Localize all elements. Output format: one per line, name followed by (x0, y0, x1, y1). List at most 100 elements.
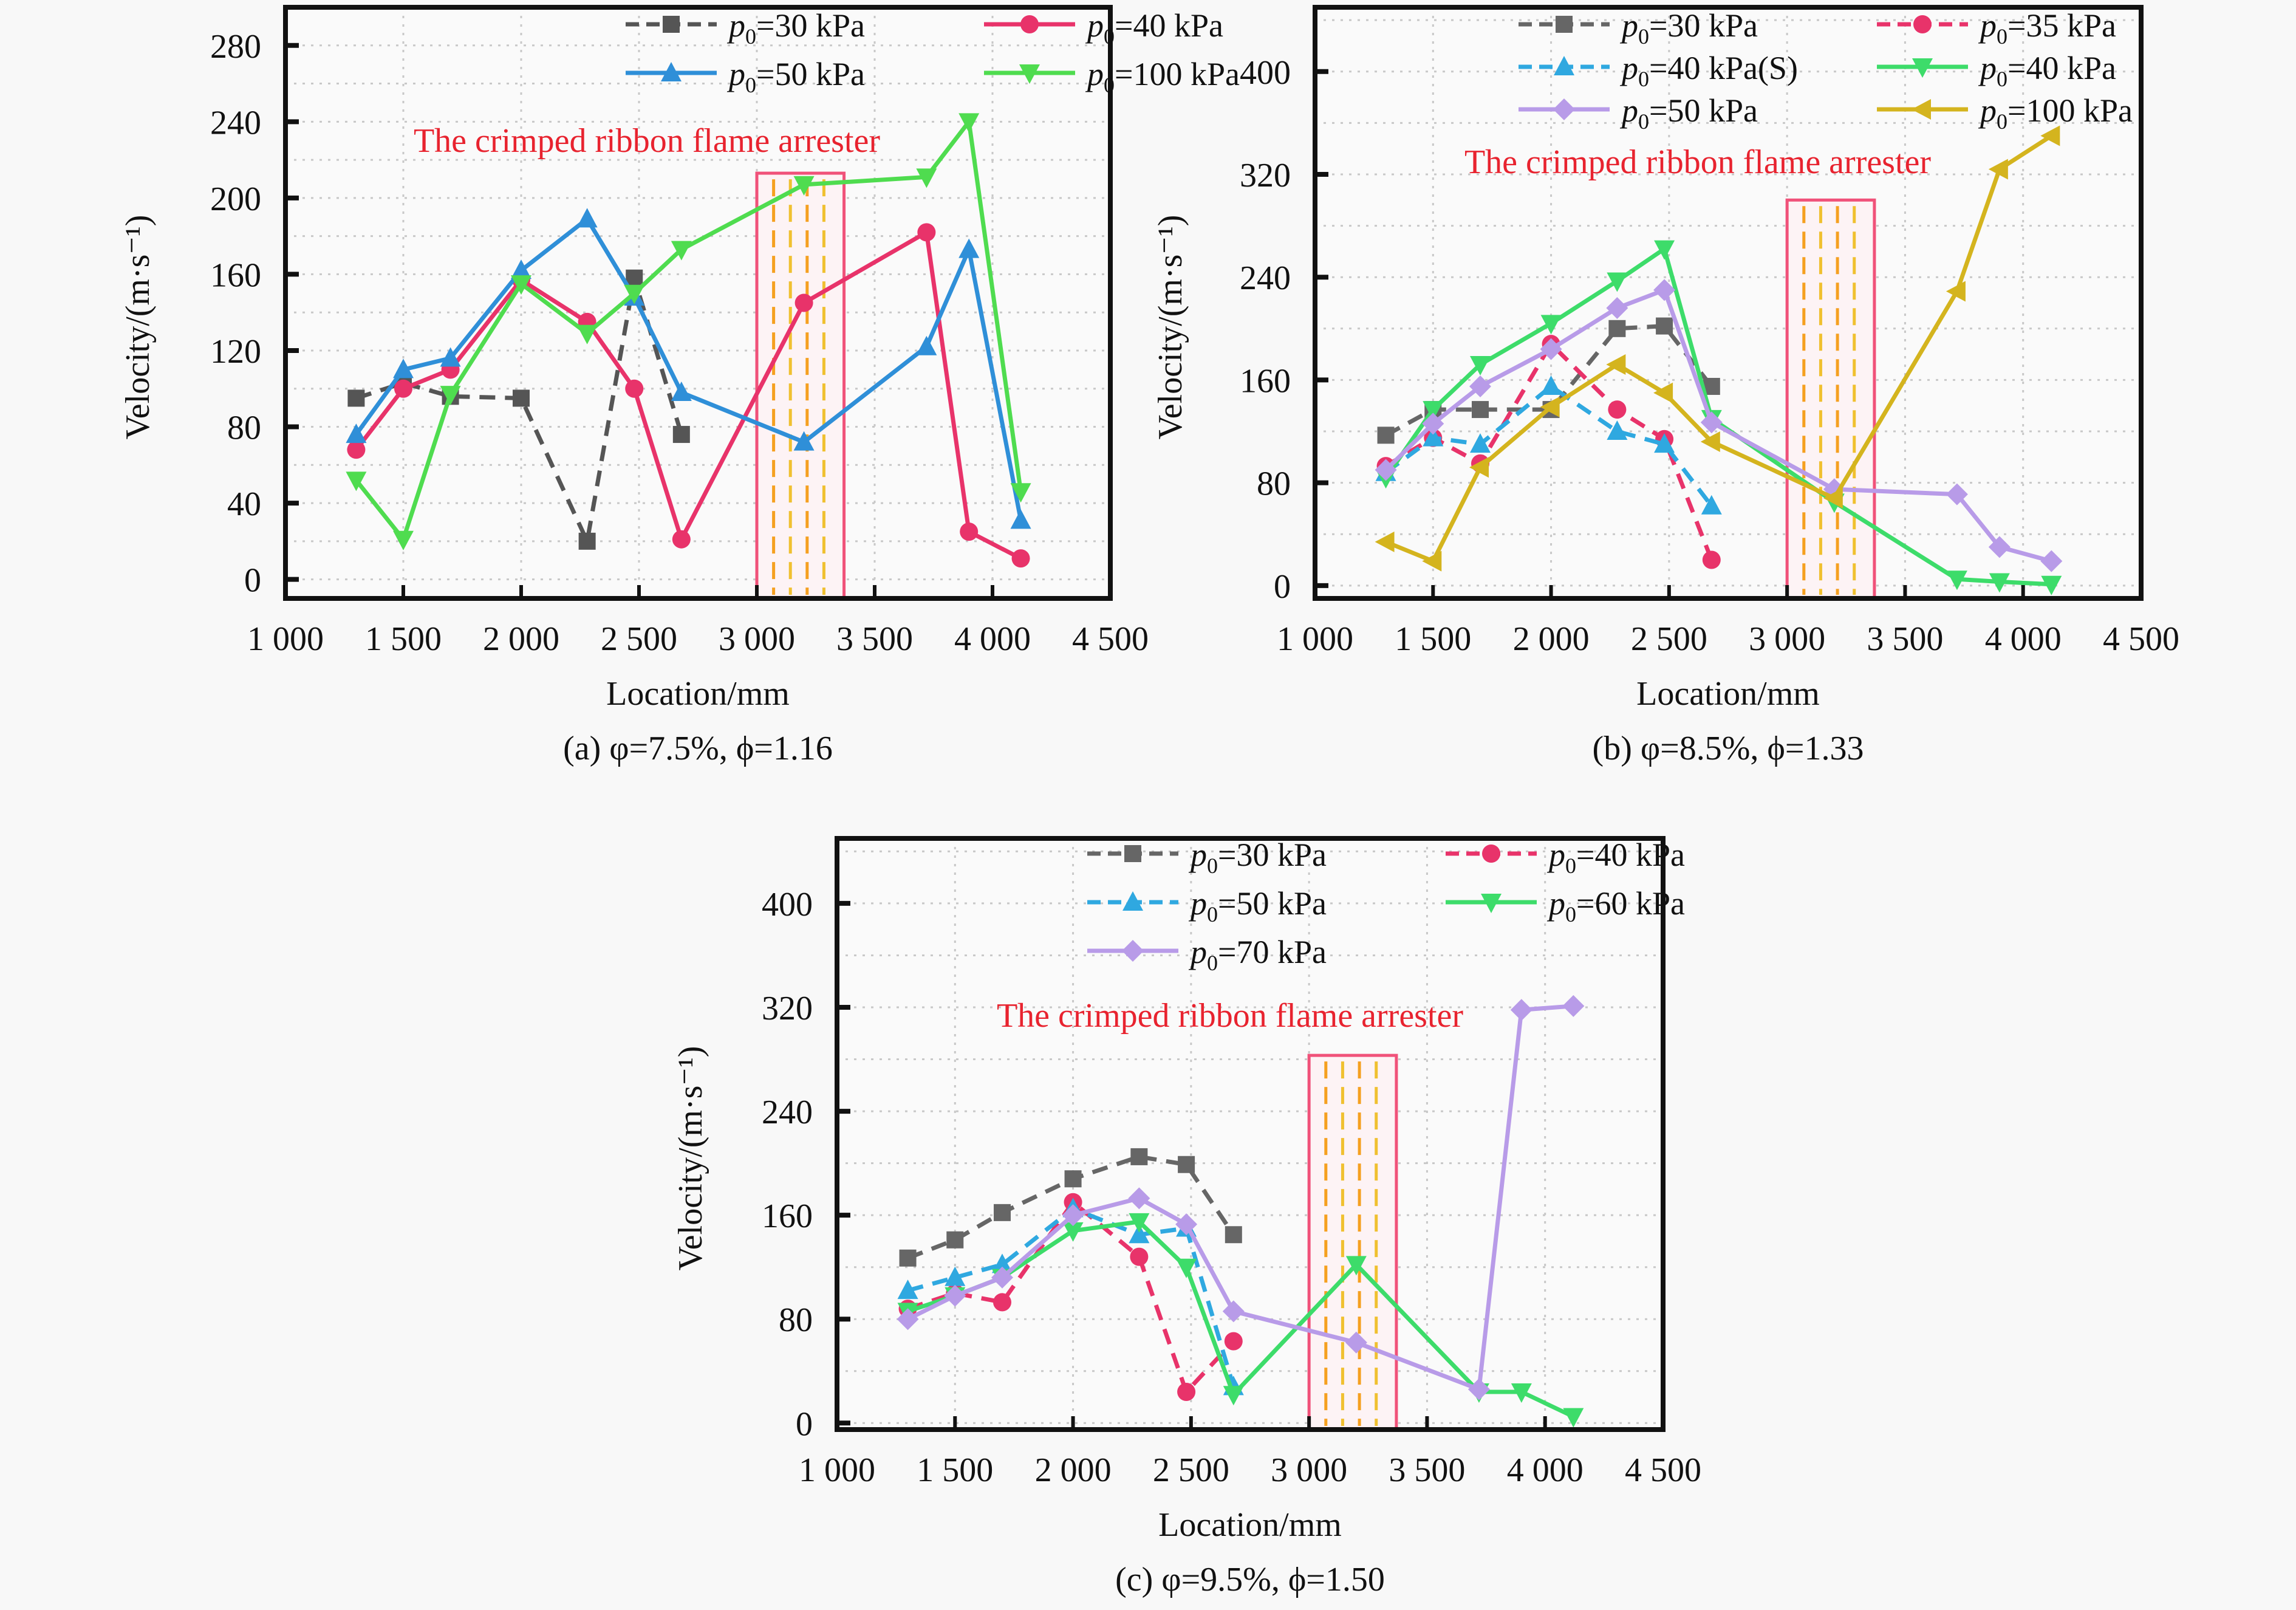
data-point (511, 275, 531, 295)
y-axis-label: Velocity/(m·s⁻¹) (672, 1046, 709, 1271)
x-tick-label: 2 000 (1513, 620, 1590, 658)
data-point (1467, 1378, 1490, 1400)
data-point (916, 168, 937, 188)
legend-marker (1122, 891, 1143, 911)
data-point (440, 347, 461, 367)
data-point (1178, 1156, 1195, 1173)
data-point (347, 440, 366, 459)
data-point (1607, 272, 1628, 292)
y-tick-label: 320 (1240, 157, 1291, 194)
flame-arrester-box (1307, 1053, 1398, 1431)
x-tick-label: 2 000 (1035, 1451, 1112, 1489)
data-point (346, 471, 367, 492)
data-point (1823, 488, 1843, 509)
y-tick-label: 240 (1240, 259, 1291, 297)
y-tick-label: 40 (227, 485, 261, 523)
y-tick-label: 160 (210, 256, 261, 294)
legend-label: p0=100 kPa (1085, 56, 1240, 97)
data-point (1700, 431, 1720, 452)
x-tick-label: 2 000 (483, 620, 559, 658)
x-tick-label: 1 500 (917, 1451, 993, 1489)
data-point (671, 241, 692, 261)
legend-marker (1556, 16, 1573, 33)
x-axis-label: Location/mm (1158, 1506, 1342, 1544)
data-point (1423, 401, 1444, 421)
data-point (1422, 550, 1442, 572)
chart-c: 0 80 160 240 320 400 1 000 1 500 2 000 2 500 3 000… (672, 836, 1701, 1598)
flame-arrester-annotation: The crimped ribbon flame arrester (414, 122, 880, 160)
y-tick-label: 320 (762, 990, 813, 1027)
data-point (1540, 338, 1562, 360)
legend-item: p0=50 kPa (1519, 92, 1758, 134)
x-tick-label: 2 500 (1153, 1451, 1229, 1489)
series-p0-100-kpa (346, 113, 1031, 550)
legend-label: p0=70 kPa (1188, 934, 1327, 975)
chart-b: 0 80 160 240 320 400 1 000 1 500 2 000 2 500 3 000… (1152, 5, 2179, 767)
data-point (1563, 1408, 1584, 1428)
flame-arrester-annotation: The crimped ribbon flame arrester (997, 997, 1463, 1035)
x-tick-label: 4 000 (1507, 1451, 1584, 1489)
x-tick-label: 2 500 (1631, 620, 1707, 658)
data-point (899, 1249, 917, 1267)
data-point (958, 238, 980, 258)
data-point (1377, 426, 1395, 444)
data-point (1423, 426, 1444, 447)
data-point (1062, 1204, 1084, 1227)
x-tick-label: 3 500 (836, 620, 913, 658)
data-point (1130, 1247, 1149, 1266)
data-point (1511, 1383, 1532, 1403)
x-tick-label: 1 000 (247, 620, 324, 658)
x-tick-label: 4 500 (1625, 1451, 1701, 1489)
x-tick-label: 3 000 (719, 620, 795, 658)
data-point (1375, 459, 1397, 481)
data-point (1062, 1222, 1084, 1242)
data-point (1010, 483, 1031, 503)
y-tick-label: 0 (796, 1405, 813, 1443)
y-axis-label: Velocity/(m·s⁻¹) (119, 215, 157, 440)
data-point (946, 1231, 964, 1249)
legend-marker (1913, 15, 1932, 33)
x-tick-label: 4 500 (2103, 620, 2179, 658)
data-point (672, 530, 691, 549)
plot-area (1315, 7, 2141, 598)
data-point (1606, 354, 1626, 375)
x-tick-label: 3 000 (1749, 620, 1825, 658)
data-point (1177, 1382, 1196, 1401)
legend: p0=30 kPa p0=40 kPa p0=50 kPa p0=60 kPa p0=7… (1087, 837, 1685, 975)
data-point (1608, 320, 1626, 337)
legend-label: p0=40 kPa (1546, 837, 1685, 878)
legend-marker (663, 16, 680, 33)
data-point (1129, 1224, 1150, 1244)
data-point (1654, 433, 1675, 453)
data-point (1540, 396, 1560, 417)
y-tick-label: 80 (779, 1301, 813, 1339)
data-point (1345, 1331, 1367, 1354)
data-point (958, 113, 980, 133)
y-tick-label: 240 (762, 1094, 813, 1131)
data-point (576, 208, 598, 228)
data-point (1700, 411, 1723, 434)
legend-item: p0=30 kPa (1087, 837, 1327, 878)
series-p0-70-kpa (897, 995, 1585, 1400)
data-point (897, 1308, 919, 1331)
legend-marker (1124, 845, 1141, 862)
legend-item: p0=35 kPa (1877, 7, 2116, 49)
data-point (993, 1293, 1011, 1312)
legend-marker (1482, 844, 1500, 863)
x-tick-label: 4 000 (1985, 620, 2062, 658)
y-tick-label: 400 (762, 886, 813, 923)
y-tick-label: 200 (210, 180, 261, 218)
data-point (511, 259, 531, 279)
x-axis-label: Location/mm (606, 675, 790, 713)
data-point (513, 389, 530, 407)
flame-arrester-box (755, 171, 846, 600)
y-tick-label: 280 (210, 28, 261, 66)
legend-item: p0=40 kPa (1877, 50, 2116, 91)
legend-label: p0=30 kPa (1619, 7, 1758, 49)
legend-label: p0=40 kPa(S) (1619, 50, 1798, 91)
chart-a: 0 40 80 120 160 200 240 280 1 000 1 500 2 000 2 500… (119, 5, 1240, 767)
legend-item: p0=100 kPa (984, 56, 1240, 97)
plot-area (837, 838, 1663, 1430)
legend-label: p0=30 kPa (726, 7, 865, 49)
data-point (1988, 536, 2011, 558)
